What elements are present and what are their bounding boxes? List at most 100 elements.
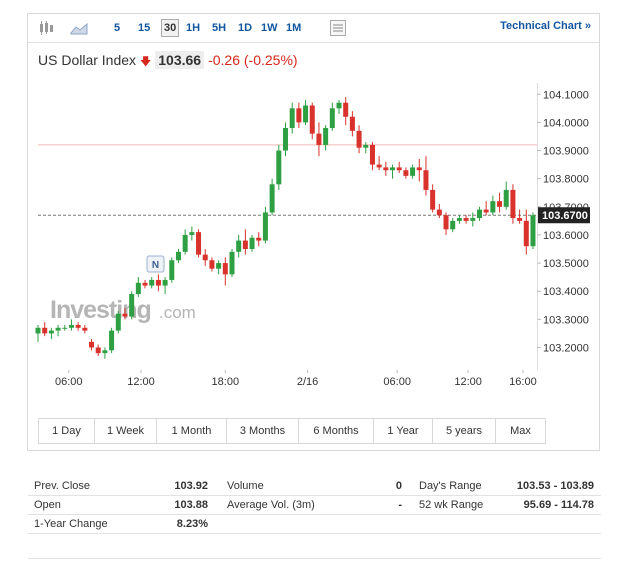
- candle-body: [363, 144, 369, 148]
- candle-body: [175, 251, 181, 261]
- candle-body: [410, 167, 416, 176]
- range-button[interactable]: 1 Day: [39, 419, 95, 443]
- candle-body: [303, 105, 309, 123]
- candle-body: [169, 260, 175, 280]
- candle-body: [376, 164, 382, 168]
- instrument-name: US Dollar Index: [38, 52, 137, 68]
- candle-body: [423, 170, 429, 190]
- candle-body: [396, 167, 402, 171]
- candle-body: [82, 327, 88, 331]
- candle-body: [236, 240, 242, 252]
- candle-body: [296, 108, 302, 123]
- last-price-box: [538, 207, 590, 224]
- candle-body: [470, 218, 476, 221]
- candle-body: [149, 279, 155, 286]
- interval-button[interactable]: 30: [161, 19, 180, 37]
- interval-button[interactable]: 15: [138, 22, 151, 34]
- candle-body: [68, 324, 74, 328]
- candle-body: [510, 189, 516, 219]
- candle-body: [55, 327, 61, 331]
- y-tick-label: 103.6000: [543, 230, 589, 242]
- interval-button[interactable]: 1W: [261, 22, 278, 34]
- x-tick-label: 16:00: [509, 376, 537, 388]
- candle-icon[interactable]: [38, 20, 54, 36]
- stat-value: 95.69 - 114.78: [523, 499, 594, 511]
- candle-body: [155, 279, 161, 286]
- news-badge-box[interactable]: [146, 255, 165, 273]
- candle-body: [443, 215, 449, 230]
- range-button[interactable]: Max: [510, 425, 531, 437]
- settings-icon[interactable]: [329, 19, 347, 37]
- technical-chart-link[interactable]: Technical Chart »: [500, 20, 591, 32]
- candle-body: [196, 232, 202, 255]
- candle-body: [490, 201, 496, 213]
- candle-body: [476, 209, 482, 219]
- range-buttons: 1 Day 1 Week 1 Month 3 Months 6 Months 1 Year…: [38, 418, 546, 444]
- y-tick-label: 104.0000: [543, 117, 589, 129]
- candle-body: [242, 240, 248, 250]
- range-button[interactable]: 1 Month: [157, 419, 227, 443]
- candle-body: [182, 234, 188, 252]
- stat-value: 103.53 - 103.89: [516, 480, 594, 492]
- stat-value: -: [398, 499, 402, 511]
- candle-body: [436, 209, 442, 216]
- stat-label: 1-Year Change: [34, 518, 108, 530]
- candle-body: [403, 170, 409, 176]
- x-axis: 06:00 12:00 18:00 2/16 06:00 12:00 16:00: [55, 370, 537, 388]
- stat-label: Prev. Close: [34, 480, 91, 492]
- candle-body: [316, 133, 322, 145]
- candle-body: [129, 294, 135, 317]
- y-tick-label: 103.9000: [543, 146, 589, 158]
- interval-button[interactable]: 1M: [286, 22, 302, 34]
- candle-body: [229, 251, 235, 275]
- price: 103.66: [155, 51, 205, 69]
- area-icon[interactable]: [70, 21, 88, 35]
- interval-button[interactable]: 5: [114, 22, 121, 34]
- range-button[interactable]: 6 Months: [299, 419, 374, 443]
- stat-value: 0: [395, 480, 402, 492]
- candle-body: [530, 215, 536, 247]
- y-tick-label: 103.5000: [543, 258, 589, 270]
- y-tick-label: 103.8000: [543, 174, 589, 186]
- watermark-suffix: .com: [159, 303, 196, 322]
- stat-value: 103.92: [174, 480, 208, 492]
- chart-widget: Technical Chart » 5 15 30 1H 5H 1D 1W 1M US Dol…: [27, 13, 600, 451]
- candle-body: [249, 237, 255, 250]
- x-tick-label: 12:00: [454, 376, 482, 388]
- range-button[interactable]: 1 Year: [374, 419, 433, 443]
- instrument-header: US Dollar Index 🡇 103.66 -0.26 (-0.25%): [38, 51, 298, 72]
- news-badge[interactable]: N: [152, 260, 159, 271]
- candle-body: [497, 201, 503, 207]
- interval-button[interactable]: 5H: [212, 22, 227, 34]
- stat-label: 52 wk Range: [419, 499, 484, 511]
- y-tick-label: 104.1000: [543, 89, 589, 101]
- watermark: Investing .com: [50, 296, 196, 324]
- candle-body: [62, 327, 68, 329]
- chart: Investing .com N 103.2000 103.3000 103.400…: [35, 83, 590, 388]
- down-arrow: 🡇: [140, 56, 152, 68]
- candle-body: [356, 130, 362, 148]
- x-tick-label: 06:00: [383, 376, 411, 388]
- interval-button[interactable]: 1H: [186, 22, 201, 34]
- range-button[interactable]: 5 years: [433, 419, 496, 443]
- toolbar: Technical Chart » 5 15 30 1H 5H 1D 1W 1M: [28, 14, 599, 43]
- range-button[interactable]: 3 Months: [227, 419, 299, 443]
- candle-body: [282, 128, 288, 151]
- candle-body: [222, 263, 228, 275]
- candle-body: [142, 282, 148, 286]
- range-button[interactable]: 1 Week: [95, 419, 157, 443]
- y-tick-label: 103.3000: [543, 314, 589, 326]
- candle-body: [336, 102, 342, 109]
- candle-body: [35, 327, 41, 334]
- interval-button[interactable]: 1D: [238, 22, 253, 34]
- candle-body: [343, 102, 349, 117]
- y-tick-label: 103.4000: [543, 286, 589, 298]
- x-tick-label: 06:00: [55, 376, 83, 388]
- candle-body: [329, 108, 335, 129]
- candle-body: [262, 212, 268, 241]
- candle-body: [289, 108, 295, 129]
- y-tick-label: 103.2000: [543, 342, 589, 354]
- x-tick-label: 18:00: [212, 376, 240, 388]
- candle-body: [450, 220, 456, 230]
